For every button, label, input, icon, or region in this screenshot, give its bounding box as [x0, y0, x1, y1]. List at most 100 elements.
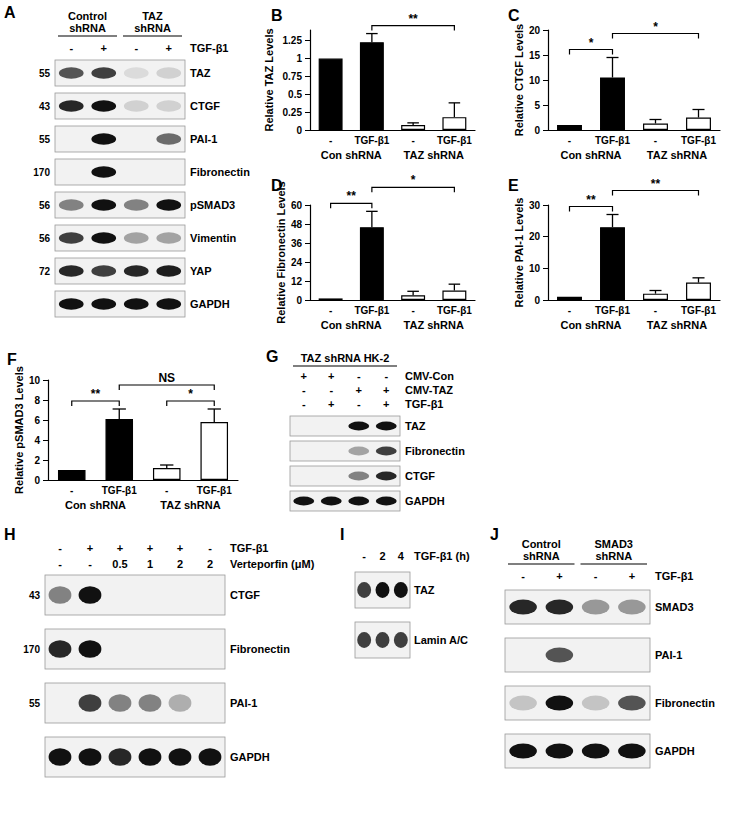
- svg-text:SMAD3: SMAD3: [655, 601, 694, 613]
- svg-text:TGF-β1: TGF-β1: [595, 135, 630, 146]
- svg-text:1.25: 1.25: [283, 35, 303, 46]
- svg-text:**: **: [408, 12, 418, 26]
- svg-text:TAZ: TAZ: [405, 420, 426, 432]
- svg-text:0: 0: [534, 125, 540, 136]
- svg-text:Relative CTGF Levels: Relative CTGF Levels: [513, 24, 525, 137]
- svg-text:TAZ: TAZ: [190, 67, 211, 79]
- svg-text:H: H: [4, 526, 16, 543]
- svg-text:170: 170: [33, 167, 50, 178]
- svg-text:-: -: [69, 42, 73, 54]
- svg-text:pSMAD3: pSMAD3: [190, 199, 235, 211]
- svg-text:TAZ: TAZ: [142, 10, 163, 22]
- svg-text:shRNA: shRNA: [134, 22, 171, 34]
- svg-text:Lamin A/C: Lamin A/C: [414, 634, 468, 646]
- svg-text:-: -: [329, 305, 332, 316]
- svg-text:Con shRNA: Con shRNA: [65, 499, 126, 511]
- svg-text:0.5: 0.5: [288, 89, 302, 100]
- svg-text:+: +: [101, 42, 107, 54]
- svg-text:-: -: [208, 542, 212, 554]
- svg-text:-: -: [654, 305, 657, 316]
- svg-text:Relative PAI-1 Levels: Relative PAI-1 Levels: [513, 198, 525, 308]
- svg-text:I: I: [340, 526, 344, 543]
- svg-text:TGF-β1: TGF-β1: [354, 305, 389, 316]
- svg-text:20: 20: [529, 231, 541, 242]
- svg-text:+: +: [166, 42, 172, 54]
- svg-text:-: -: [384, 370, 388, 382]
- svg-text:Con shRNA: Con shRNA: [560, 149, 621, 161]
- svg-text:TAZ: TAZ: [414, 584, 435, 596]
- svg-text:-: -: [357, 370, 361, 382]
- svg-text:TAZ shRNA: TAZ shRNA: [404, 149, 464, 161]
- svg-text:2: 2: [34, 455, 40, 466]
- svg-text:Control: Control: [522, 538, 561, 550]
- svg-text:shRNA: shRNA: [595, 550, 632, 562]
- svg-text:shRNA: shRNA: [69, 22, 106, 34]
- svg-text:48: 48: [291, 219, 303, 230]
- svg-text:shRNA: shRNA: [523, 550, 560, 562]
- svg-text:30: 30: [529, 200, 541, 211]
- svg-text:-: -: [594, 570, 598, 582]
- svg-text:TGF-β1: TGF-β1: [655, 570, 694, 582]
- svg-text:72: 72: [39, 266, 51, 277]
- svg-text:12: 12: [291, 276, 303, 287]
- svg-text:24: 24: [291, 257, 303, 268]
- svg-text:-: -: [329, 384, 333, 396]
- svg-text:0.5: 0.5: [112, 558, 127, 570]
- svg-text:+: +: [356, 384, 362, 396]
- svg-text:4: 4: [34, 435, 40, 446]
- svg-text:56: 56: [39, 233, 51, 244]
- svg-text:*: *: [411, 173, 416, 187]
- svg-text:Con shRNA: Con shRNA: [321, 319, 382, 331]
- svg-text:-: -: [357, 398, 361, 410]
- svg-text:-: -: [654, 135, 657, 146]
- svg-text:+: +: [383, 398, 389, 410]
- svg-text:55: 55: [29, 698, 41, 709]
- svg-text:J: J: [490, 526, 499, 543]
- svg-text:10: 10: [529, 75, 541, 86]
- svg-text:+: +: [328, 370, 334, 382]
- svg-text:0.25: 0.25: [283, 107, 303, 118]
- svg-text:Control: Control: [68, 10, 107, 22]
- svg-text:Fibronectin: Fibronectin: [655, 697, 715, 709]
- svg-text:GAPDH: GAPDH: [405, 495, 445, 507]
- svg-text:55: 55: [39, 68, 51, 79]
- svg-text:Verteporfin (μM): Verteporfin (μM): [230, 558, 315, 570]
- svg-text:PAI-1: PAI-1: [655, 649, 682, 661]
- svg-text:-: -: [58, 542, 62, 554]
- svg-text:+: +: [383, 384, 389, 396]
- svg-text:*: *: [188, 387, 193, 401]
- svg-text:-: -: [165, 485, 168, 496]
- svg-text:Vimentin: Vimentin: [190, 232, 237, 244]
- svg-text:Relative pSMAD3 Levels: Relative pSMAD3 Levels: [13, 366, 25, 494]
- svg-text:TAZ shRNA: TAZ shRNA: [160, 499, 220, 511]
- svg-text:-: -: [521, 570, 525, 582]
- svg-text:B: B: [271, 7, 283, 24]
- svg-text:TGF-β1: TGF-β1: [681, 305, 716, 316]
- svg-text:0: 0: [534, 295, 540, 306]
- svg-text:**: **: [347, 189, 357, 203]
- svg-text:-: -: [134, 42, 138, 54]
- svg-text:SMAD3: SMAD3: [594, 538, 633, 550]
- svg-text:170: 170: [23, 644, 40, 655]
- svg-text:Fibronectin: Fibronectin: [405, 445, 465, 457]
- svg-text:PAI-1: PAI-1: [230, 697, 257, 709]
- svg-text:TAZ shRNA HK-2: TAZ shRNA HK-2: [301, 352, 390, 364]
- svg-text:15: 15: [529, 50, 541, 61]
- svg-text:+: +: [328, 398, 334, 410]
- svg-text:GAPDH: GAPDH: [230, 751, 270, 763]
- svg-text:D: D: [271, 177, 283, 194]
- svg-text:Fibronectin: Fibronectin: [190, 166, 250, 178]
- svg-text:G: G: [266, 348, 278, 365]
- svg-text:36: 36: [291, 238, 303, 249]
- svg-text:TGF-β1: TGF-β1: [681, 135, 716, 146]
- svg-text:TAZ shRNA: TAZ shRNA: [404, 319, 464, 331]
- svg-text:TAZ shRNA: TAZ shRNA: [647, 319, 707, 331]
- svg-text:-: -: [58, 558, 62, 570]
- svg-text:TGF-β1: TGF-β1: [595, 305, 630, 316]
- svg-text:2: 2: [177, 558, 183, 570]
- svg-text:-: -: [568, 305, 571, 316]
- svg-text:+: +: [629, 570, 635, 582]
- svg-text:-: -: [411, 305, 414, 316]
- svg-text:55: 55: [39, 134, 51, 145]
- svg-text:+: +: [87, 542, 93, 554]
